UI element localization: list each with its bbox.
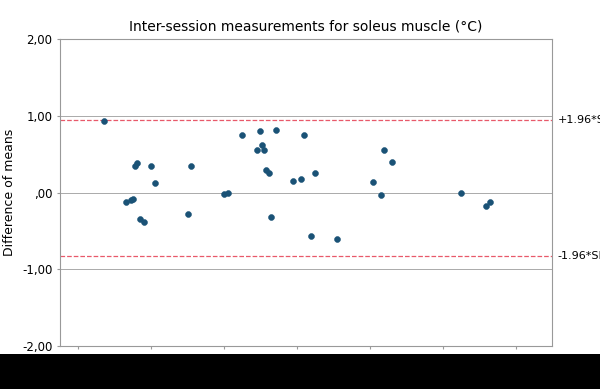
Point (150, 180, 160, 186)
Point (299, 132, 309, 138)
Point (266, 214, 276, 220)
Point (128, 196, 137, 202)
Point (183, 211, 193, 217)
Point (136, 216, 145, 223)
Point (265, 170, 274, 177)
Point (146, 163, 156, 169)
Point (187, 163, 196, 169)
Point (380, 147, 389, 153)
Point (485, 199, 495, 205)
Point (130, 163, 140, 169)
Point (272, 126, 281, 133)
Point (259, 147, 269, 153)
Point (139, 219, 149, 225)
Point (368, 179, 378, 185)
X-axis label: Mean of measurements: Mean of measurements (232, 372, 380, 385)
Point (332, 236, 342, 242)
Point (256, 128, 265, 134)
Text: -1.96*SD: -1.96*SD (557, 251, 600, 261)
Y-axis label: Difference of means: Difference of means (4, 129, 16, 256)
Point (262, 166, 271, 173)
Point (99, 118, 109, 124)
Point (289, 178, 298, 184)
Point (219, 191, 229, 197)
Point (310, 170, 320, 177)
Point (126, 197, 136, 203)
Point (456, 189, 466, 196)
Text: +1.96*SD: +1.96*SD (557, 115, 600, 124)
Point (132, 160, 142, 166)
Point (482, 203, 491, 209)
Point (252, 147, 262, 153)
Point (387, 159, 397, 165)
Point (223, 189, 232, 196)
Point (121, 199, 130, 205)
Point (238, 132, 247, 138)
Point (307, 233, 316, 240)
Point (376, 192, 386, 198)
Title: Inter-session measurements for soleus muscle (°C): Inter-session measurements for soleus mu… (130, 19, 482, 33)
Point (257, 142, 267, 148)
Point (296, 175, 305, 182)
